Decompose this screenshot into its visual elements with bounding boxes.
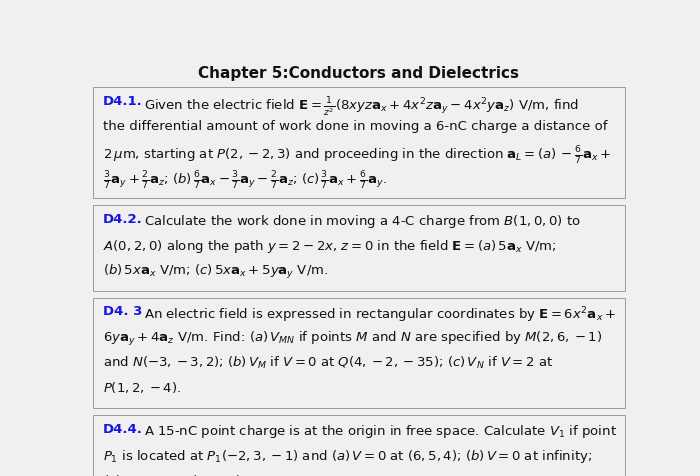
Text: and $N(-3, -3, 2)$; $(b)\,V_M$ if $V = 0$ at $Q(4, -2, -35)$; $(c)\,V_N$ if $V =: and $N(-3, -3, 2)$; $(b)\,V_M$ if $V = 0… bbox=[103, 354, 553, 370]
Text: Given the electric field $\mathbf{E} = \frac{1}{z^2}(8xyz\mathbf{a}_x + 4x^2z\ma: Given the electric field $\mathbf{E} = \… bbox=[144, 95, 580, 119]
Text: $P(1, 2, -4)$.: $P(1, 2, -4)$. bbox=[103, 379, 181, 394]
Text: D4. 3: D4. 3 bbox=[103, 305, 142, 317]
FancyBboxPatch shape bbox=[93, 206, 624, 291]
Text: Calculate the work done in moving a 4-C charge from $B(1, 0, 0)$ to: Calculate the work done in moving a 4-C … bbox=[144, 212, 582, 229]
Text: A 15-nC point charge is at the origin in free space. Calculate $V_1$ if point: A 15-nC point charge is at the origin in… bbox=[144, 422, 617, 439]
Text: Chapter 5:Conductors and Dielectrics: Chapter 5:Conductors and Dielectrics bbox=[198, 66, 519, 81]
Text: D4.4.: D4.4. bbox=[103, 422, 143, 435]
Text: $6y\mathbf{a}_y + 4\mathbf{a}_z$ V/m. Find: $(a)\,V_{MN}$ if points $M$ and $N$ : $6y\mathbf{a}_y + 4\mathbf{a}_z$ V/m. Fi… bbox=[103, 329, 602, 347]
FancyBboxPatch shape bbox=[93, 298, 624, 408]
FancyBboxPatch shape bbox=[93, 88, 624, 199]
FancyBboxPatch shape bbox=[93, 415, 624, 476]
Text: the differential amount of work done in moving a 6-nC charge a distance of: the differential amount of work done in … bbox=[103, 120, 607, 133]
Text: D4.2.: D4.2. bbox=[103, 212, 142, 225]
Text: $A(0, 2, 0)$ along the path $y = 2 - 2x$, $z = 0$ in the field $\mathbf{E} = (a): $A(0, 2, 0)$ along the path $y = 2 - 2x$… bbox=[103, 237, 556, 254]
Text: $(c)\,V = 5$ V at $(2, 0, 4)$.: $(c)\,V = 5$ V at $(2, 0, 4)$. bbox=[103, 472, 245, 476]
Text: $2\,\mu$m, starting at $P(2, -2, 3)$ and proceeding in the direction $\mathbf{a}: $2\,\mu$m, starting at $P(2, -2, 3)$ and… bbox=[103, 145, 611, 167]
Text: $\frac{3}{7}\mathbf{a}_y + \frac{2}{7}\mathbf{a}_z$; $(b)\,\frac{6}{7}\mathbf{a}: $\frac{3}{7}\mathbf{a}_y + \frac{2}{7}\m… bbox=[103, 169, 386, 192]
Text: $P_1$ is located at $P_1(-2, 3, -1)$ and $(a)\,V = 0$ at $(6, 5, 4)$; $(b)\,V = : $P_1$ is located at $P_1(-2, 3, -1)$ and… bbox=[103, 447, 592, 464]
Text: D4.1.: D4.1. bbox=[103, 95, 142, 108]
Text: An electric field is expressed in rectangular coordinates by $\mathbf{E} = 6x^2\: An electric field is expressed in rectan… bbox=[144, 305, 617, 324]
Text: $(b)\,5x\mathbf{a}_x$ V/m; $(c)\,5x\mathbf{a}_x + 5y\mathbf{a}_y$ V/m.: $(b)\,5x\mathbf{a}_x$ V/m; $(c)\,5x\math… bbox=[103, 262, 328, 280]
